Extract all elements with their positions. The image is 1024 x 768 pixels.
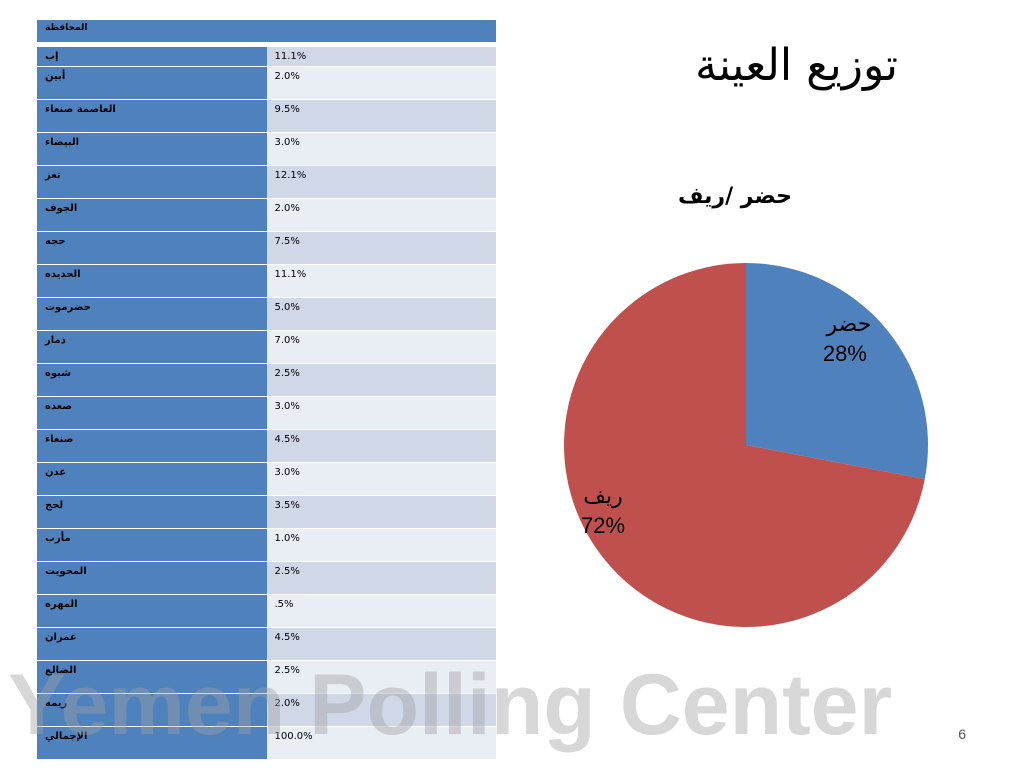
table-row: الضالع 2.5% xyxy=(37,660,496,694)
table-row: حضرموت 5.0% xyxy=(37,297,496,331)
table-row: المهره .5% xyxy=(37,594,496,628)
governorate-name: المهره xyxy=(37,594,267,628)
table-header-cell: المحافظة xyxy=(37,20,496,47)
table-row: صعده 3.0% xyxy=(37,396,496,430)
table-row: العاصمة صنعاء 9.5% xyxy=(37,99,496,133)
governorate-percentage: 5.0% xyxy=(266,297,496,331)
table-row: صنعاء 4.5% xyxy=(37,429,496,463)
table-row: أبين 2.0% xyxy=(37,66,496,100)
table-row: الجوف 2.0% xyxy=(37,198,496,232)
governorate-percentage: 2.5% xyxy=(266,561,496,595)
governorate-percentage: 11.1% xyxy=(266,264,496,298)
pie-slice xyxy=(746,263,928,480)
governorate-percentage: 3.0% xyxy=(266,396,496,430)
governorate-percentage: 9.5% xyxy=(266,99,496,133)
governorate-name: مأرب xyxy=(37,528,267,562)
governorate-name: الجوف xyxy=(37,198,267,232)
table-row: عدن 3.0% xyxy=(37,462,496,496)
governorate-percentage: 4.5% xyxy=(266,627,496,661)
governorate-name: إب xyxy=(37,44,267,67)
governorate-percentage: .5% xyxy=(266,594,496,628)
governorate-percentage: 7.5% xyxy=(266,231,496,265)
governorate-name: الضالع xyxy=(37,660,267,694)
governorate-percentage: 12.1% xyxy=(266,165,496,199)
governorate-percentage: 4.5% xyxy=(266,429,496,463)
governorate-percentage: 2.0% xyxy=(266,66,496,100)
governorate-name: شبوه xyxy=(37,363,267,397)
governorate-name: لحج xyxy=(37,495,267,529)
pie-slices xyxy=(564,263,928,627)
slide-number: 6 xyxy=(958,726,966,742)
governorate-name: ريمه xyxy=(37,693,267,727)
governorate-percentage: 1.0% xyxy=(266,528,496,562)
table-row: ذمار 7.0% xyxy=(37,330,496,364)
governorate-name: صعده xyxy=(37,396,267,430)
table-row: الحديده 11.1% xyxy=(37,264,496,298)
slide-title: توزيع العينة xyxy=(695,40,898,91)
governorate-percentage: 3.5% xyxy=(266,495,496,529)
table-row: الإجمالي 100.0% xyxy=(37,726,496,760)
governorate-name: الإجمالي xyxy=(37,726,267,760)
pie-slice xyxy=(564,263,925,627)
pie-value-label: 72% xyxy=(581,513,625,538)
governorate-percentage: 2.5% xyxy=(266,660,496,694)
table-row: شبوه 2.5% xyxy=(37,363,496,397)
table-row: حجه 7.5% xyxy=(37,231,496,265)
governorate-name: عمران xyxy=(37,627,267,661)
governorate-percentage: 3.0% xyxy=(266,132,496,166)
table-row: تعز 12.1% xyxy=(37,165,496,199)
pie-value-label: 28% xyxy=(823,341,867,366)
table-header-row: المحافظة xyxy=(37,20,496,47)
table-row: المحويت 2.5% xyxy=(37,561,496,595)
governorate-percentage: 2.5% xyxy=(266,363,496,397)
pie-category-label: ريف xyxy=(583,483,623,509)
governorate-name: البيضاء xyxy=(37,132,267,166)
table-row: البيضاء 3.0% xyxy=(37,132,496,166)
table-row: مأرب 1.0% xyxy=(37,528,496,562)
governorate-name: ذمار xyxy=(37,330,267,364)
governorate-name: صنعاء xyxy=(37,429,267,463)
table-row: عمران 4.5% xyxy=(37,627,496,661)
governorate-name: حضرموت xyxy=(37,297,267,331)
governorate-table: المحافظة إب 11.1% أبين 2.0% العاصمة صنعاء 9.5… xyxy=(37,20,496,760)
table-row: إب 11.1% xyxy=(37,44,496,67)
governorate-percentage: 2.0% xyxy=(266,693,496,727)
chart-title: حضر /ريف xyxy=(677,184,792,209)
governorate-name: المحويت xyxy=(37,561,267,595)
governorate-percentage: 2.0% xyxy=(266,198,496,232)
table-row: ريمه 2.0% xyxy=(37,693,496,727)
governorate-percentage: 11.1% xyxy=(266,44,496,67)
table-row: لحج 3.5% xyxy=(37,495,496,529)
governorate-percentage: 3.0% xyxy=(266,462,496,496)
governorate-name: عدن xyxy=(37,462,267,496)
pie-category-label: حضر xyxy=(826,311,872,337)
governorate-name: العاصمة صنعاء xyxy=(37,99,267,133)
governorate-percentage: 7.0% xyxy=(266,330,496,364)
governorate-name: أبين xyxy=(37,66,267,100)
governorate-name: حجه xyxy=(37,231,267,265)
pie-labels: حضر 28% ريف 72% xyxy=(581,311,871,538)
governorate-percentage: 100.0% xyxy=(266,726,496,760)
governorate-name: الحديده xyxy=(37,264,267,298)
governorate-name: تعز xyxy=(37,165,267,199)
